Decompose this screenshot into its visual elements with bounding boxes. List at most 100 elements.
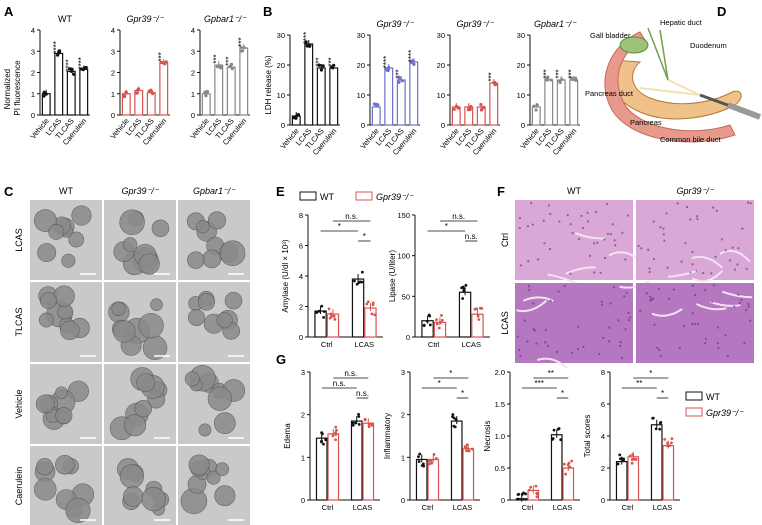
panel-c-row-label: LCAS — [14, 228, 24, 252]
panel-label-d: D — [717, 4, 726, 19]
chart-b2-point — [400, 79, 405, 83]
chart-b1-star: *** — [327, 57, 336, 66]
chart-g4-point — [658, 427, 662, 431]
chart-a3-ytick-label: 3 — [191, 47, 195, 56]
chart-a3-ytick-label: 2 — [191, 69, 195, 78]
nucleus — [569, 223, 572, 226]
chart-g1-point — [320, 431, 323, 434]
nucleus — [659, 355, 663, 358]
chart-b4-point — [544, 77, 548, 81]
chart-b2-star: **** — [382, 56, 391, 68]
chart-b2-point — [386, 68, 390, 73]
panel-label-a: A — [4, 4, 14, 19]
chart-a1-star: **** — [64, 59, 73, 71]
nucleus — [613, 239, 616, 242]
nucleus — [749, 319, 752, 322]
nucleus — [617, 319, 620, 322]
chart-e2-bar-wt — [458, 291, 472, 338]
chart-g1-point — [367, 425, 371, 429]
duodenum-shape — [604, 31, 736, 143]
acinar-cell — [188, 454, 210, 476]
panel-c-row-label: Vehicle — [14, 389, 24, 418]
panel-c-col-label: Gpbar1⁻/⁻ — [193, 186, 236, 196]
nucleus — [691, 284, 695, 287]
chart-g4-xtick-label: LCAS — [653, 503, 673, 512]
chart-g4-point — [630, 458, 634, 461]
chart-e2-point — [428, 314, 432, 318]
chart-a1-point — [42, 94, 46, 98]
chart-g2-point — [467, 449, 471, 453]
chart-b1-ytick-label: 20 — [277, 61, 285, 70]
chart-g1-ytick-label: 3 — [301, 368, 305, 377]
chart-a1-point — [83, 66, 87, 70]
chart-b4-bar — [544, 79, 554, 126]
chart-g2-xtick-label: Ctrl — [422, 503, 434, 512]
chart-b4-star: *** — [554, 69, 563, 78]
nucleus — [747, 302, 750, 306]
nucleus — [645, 292, 648, 295]
gall-bladder-shape — [619, 36, 649, 54]
chart-g1-bar-ko — [362, 422, 375, 501]
nucleus — [623, 295, 626, 298]
chart-a2-point — [149, 88, 153, 92]
panel-label-f: F — [497, 184, 505, 199]
chart-b3-ytick-label: 30 — [437, 31, 445, 40]
acinar-cell — [55, 455, 75, 475]
nucleus — [684, 242, 687, 245]
chart-b3-title: Gpr39⁻/⁻ — [456, 19, 494, 29]
chart-b4-star: *** — [542, 69, 551, 78]
tissue-septum — [574, 232, 606, 240]
acinar-cell — [123, 413, 147, 437]
chart-g4-ytick-label: 2 — [601, 464, 605, 473]
chart-g2-point — [435, 457, 438, 460]
chart-e1-point — [365, 302, 369, 306]
nucleus — [689, 218, 692, 221]
chart-a3-point — [205, 89, 210, 94]
chart-e1-point — [322, 310, 326, 313]
chart-e2-point — [475, 307, 479, 311]
acinar-cell — [55, 386, 68, 400]
chart-g4-point — [668, 444, 671, 448]
chart-b3-point — [456, 106, 461, 110]
chart-e2-point — [435, 322, 439, 326]
chart-g4-point — [665, 444, 669, 448]
acinar-cell — [39, 292, 57, 310]
chart-g4-ytick-label: 4 — [601, 432, 605, 441]
chart-a2-point — [124, 91, 129, 95]
chart-e1-point — [353, 279, 356, 283]
nucleus — [647, 248, 650, 251]
chart-e1-point — [360, 270, 364, 274]
chart-g4-sig-label: * — [649, 369, 652, 378]
chart-g2-point — [429, 459, 433, 462]
chart-e2-point — [437, 326, 441, 330]
nucleus — [519, 264, 522, 267]
nucleus — [649, 295, 652, 299]
nucleus — [728, 259, 732, 262]
chart-b2-ytick-label: 10 — [357, 91, 365, 100]
chart-e1-ytick-label: 8 — [299, 211, 303, 220]
panel-b-ylabel: LDH release (%) — [264, 55, 273, 114]
chart-b3-star: *** — [487, 72, 496, 81]
chart-g2-point — [470, 447, 474, 451]
chart-g3-point — [527, 488, 531, 492]
chart-a1-bar — [54, 52, 64, 116]
nucleus — [594, 211, 597, 214]
nucleus — [691, 322, 694, 325]
chart-g1-point — [334, 433, 338, 436]
chart-e1-xtick-label: LCAS — [354, 340, 374, 349]
chart-g3-point — [552, 428, 556, 432]
nucleus — [745, 267, 748, 270]
chart-g1-xtick-label: LCAS — [353, 503, 373, 512]
nucleus — [653, 323, 656, 326]
chart-b1-bar — [329, 67, 339, 126]
tissue-septum — [691, 270, 724, 283]
chart-a1-star: **** — [77, 57, 86, 69]
chart-a2-ytick-label: 2 — [111, 69, 115, 78]
panel-f-row-label: Ctrl — [500, 233, 510, 247]
nucleus — [611, 223, 614, 226]
panel-f-col-label: WT — [567, 186, 581, 196]
nucleus — [530, 202, 533, 205]
chart-g1-ylabel: Edema — [283, 423, 292, 449]
chart-b3-ytick-label: 20 — [437, 61, 445, 70]
chart-g3-point — [524, 492, 528, 496]
